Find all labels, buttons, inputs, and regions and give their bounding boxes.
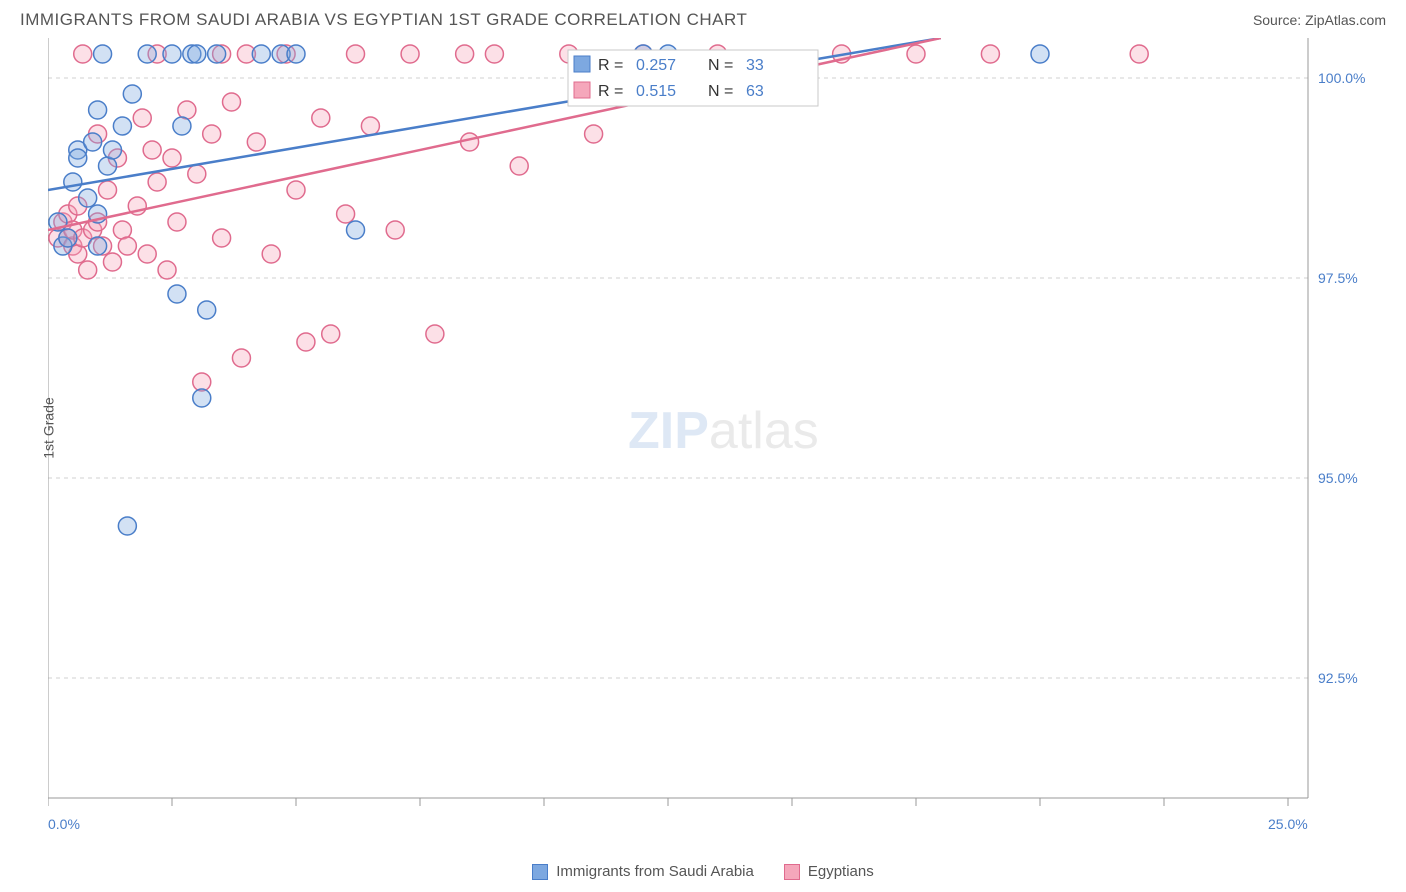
data-point — [203, 125, 221, 143]
x-axis-min-label: 0.0% — [48, 816, 80, 832]
data-point — [64, 173, 82, 191]
legend-label-saudi: Immigrants from Saudi Arabia — [556, 863, 754, 880]
data-point — [401, 45, 419, 63]
data-point — [163, 45, 181, 63]
svg-text:95.0%: 95.0% — [1318, 470, 1358, 486]
data-point — [981, 45, 999, 63]
data-point — [193, 389, 211, 407]
data-point — [173, 117, 191, 135]
chart-title: IMMIGRANTS FROM SAUDI ARABIA VS EGYPTIAN… — [20, 10, 747, 30]
y-axis-label: 1st Grade — [41, 397, 57, 458]
data-point — [208, 45, 226, 63]
svg-text:N =: N = — [708, 83, 733, 100]
svg-text:97.5%: 97.5% — [1318, 270, 1358, 286]
data-point — [103, 253, 121, 271]
data-point — [1031, 45, 1049, 63]
data-point — [247, 133, 265, 151]
data-point — [252, 45, 270, 63]
header-bar: IMMIGRANTS FROM SAUDI ARABIA VS EGYPTIAN… — [0, 0, 1406, 38]
svg-text:R =: R = — [598, 57, 623, 74]
svg-text:92.5%: 92.5% — [1318, 670, 1358, 686]
data-point — [223, 93, 241, 111]
data-point — [198, 301, 216, 319]
svg-text:100.0%: 100.0% — [1318, 70, 1365, 86]
data-point — [99, 181, 117, 199]
data-point — [426, 325, 444, 343]
svg-text:N =: N = — [708, 57, 733, 74]
data-point — [287, 45, 305, 63]
svg-text:0.515: 0.515 — [636, 83, 676, 100]
data-point — [138, 245, 156, 263]
data-point — [133, 109, 151, 127]
data-point — [585, 125, 603, 143]
data-point — [386, 221, 404, 239]
data-point — [361, 117, 379, 135]
plot-area: 1st Grade 92.5%95.0%97.5%100.0%ZIPatlasR… — [48, 38, 1386, 818]
source-name: ZipAtlas.com — [1305, 12, 1386, 28]
data-point — [297, 333, 315, 351]
data-point — [113, 221, 131, 239]
data-point — [337, 205, 355, 223]
data-point — [168, 213, 186, 231]
data-point — [123, 85, 141, 103]
svg-text:ZIPatlas: ZIPatlas — [628, 402, 819, 460]
data-point — [347, 45, 365, 63]
scatter-plot: 92.5% 95.0% 97.5% 100.0% ZIPatlas R = 0.257 N =… — [48, 38, 1386, 818]
data-point — [163, 149, 181, 167]
data-point — [99, 157, 117, 175]
data-point — [148, 173, 166, 191]
data-point — [347, 221, 365, 239]
data-point — [74, 45, 92, 63]
data-point — [168, 285, 186, 303]
data-point — [118, 517, 136, 535]
data-point — [59, 229, 77, 247]
svg-text:R =: R = — [598, 83, 623, 100]
data-point — [322, 325, 340, 343]
legend-item-egyptians: Egyptians — [784, 863, 874, 880]
data-point — [89, 101, 107, 119]
data-point — [118, 237, 136, 255]
legend-label-egyptians: Egyptians — [808, 863, 874, 880]
data-point — [79, 189, 97, 207]
corr-swatch — [574, 56, 590, 72]
data-point — [232, 349, 250, 367]
legend-swatch-saudi — [532, 864, 548, 880]
data-point — [262, 245, 280, 263]
data-point — [94, 45, 112, 63]
legend-swatch-egyptians — [784, 864, 800, 880]
legend-item-saudi: Immigrants from Saudi Arabia — [532, 863, 754, 880]
data-point — [84, 133, 102, 151]
data-point — [213, 229, 231, 247]
data-point — [461, 133, 479, 151]
data-point — [158, 261, 176, 279]
data-point — [188, 45, 206, 63]
data-point — [79, 261, 97, 279]
data-point — [89, 237, 107, 255]
data-point — [138, 45, 156, 63]
source-label: Source: — [1253, 12, 1301, 28]
data-point — [287, 181, 305, 199]
data-point — [178, 101, 196, 119]
data-point — [1130, 45, 1148, 63]
data-point — [188, 165, 206, 183]
svg-text:0.257: 0.257 — [636, 57, 676, 74]
data-point — [143, 141, 161, 159]
data-point — [485, 45, 503, 63]
data-point — [103, 141, 121, 159]
legend: Immigrants from Saudi Arabia Egyptians — [0, 863, 1406, 880]
data-point — [510, 157, 528, 175]
svg-text:33: 33 — [746, 57, 764, 74]
data-point — [113, 117, 131, 135]
corr-swatch — [574, 82, 590, 98]
x-axis-max-label: 25.0% — [1268, 816, 1308, 832]
data-point — [69, 149, 87, 167]
data-point — [907, 45, 925, 63]
source: Source: ZipAtlas.com — [1253, 12, 1386, 28]
data-point — [456, 45, 474, 63]
data-point — [312, 109, 330, 127]
svg-text:63: 63 — [746, 83, 764, 100]
